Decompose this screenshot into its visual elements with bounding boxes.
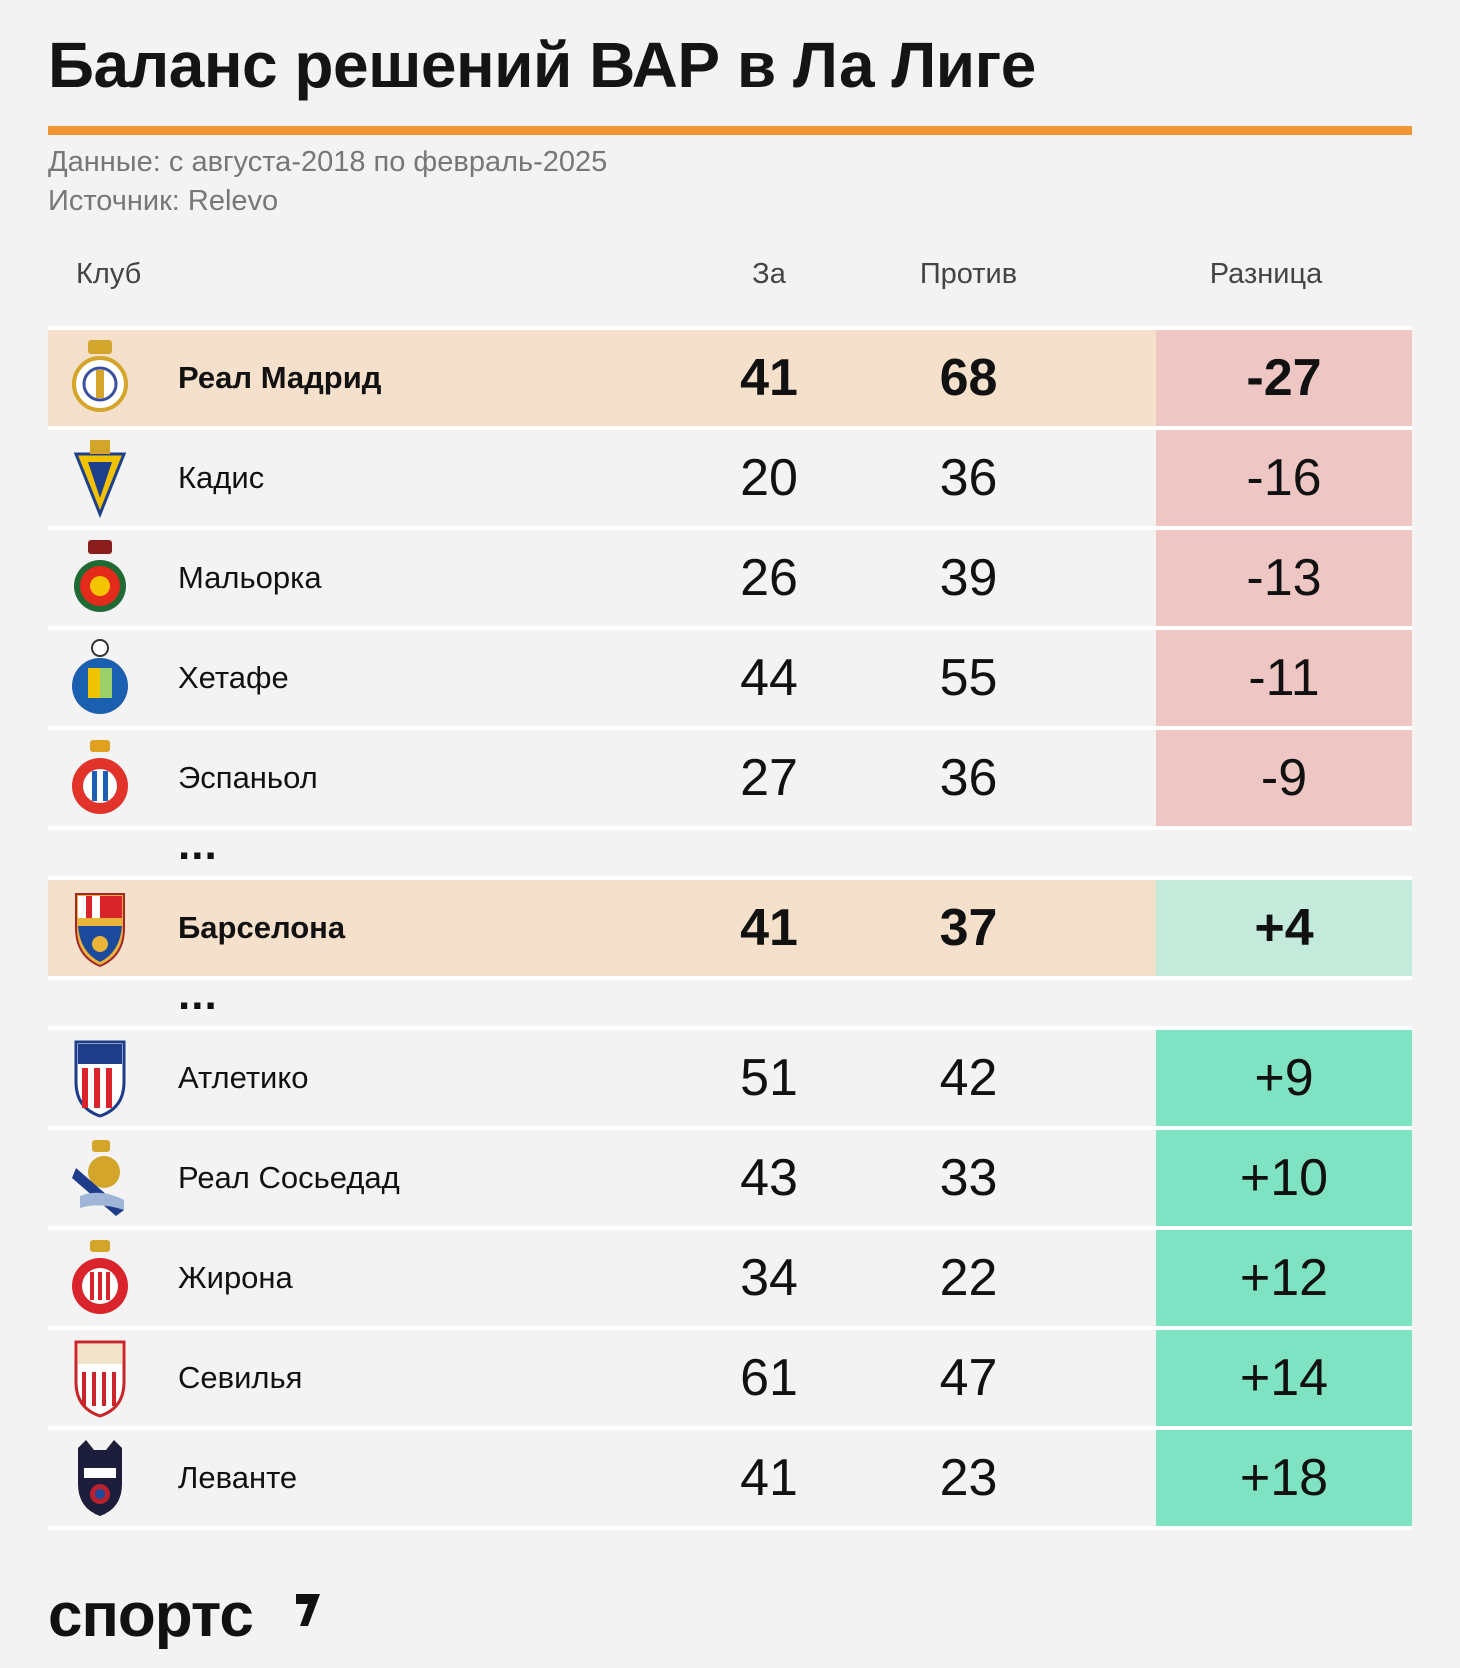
mallorca-crest-icon bbox=[74, 540, 126, 612]
value-against: 39 bbox=[939, 549, 998, 607]
value-difference: -13 bbox=[1156, 530, 1412, 626]
value-for: 43 bbox=[740, 1149, 798, 1207]
levante-crest-icon bbox=[78, 1440, 122, 1516]
column-header-club: Клуб bbox=[76, 258, 142, 290]
value-for: 20 bbox=[740, 449, 798, 507]
atletico-crest-icon bbox=[74, 1040, 126, 1118]
club-name: Атлетико bbox=[178, 1060, 309, 1095]
table-row: Мальорка 26 39 -13 bbox=[48, 530, 1412, 630]
ellipsis-mark: ... bbox=[178, 970, 218, 1019]
column-header-for: За bbox=[752, 258, 786, 290]
value-difference: +9 bbox=[1156, 1030, 1412, 1126]
club-name: Кадис bbox=[178, 460, 265, 495]
sevilla-crest-icon bbox=[74, 1340, 126, 1418]
value-difference: -27 bbox=[1156, 330, 1412, 426]
table-row: Севилья 61 47 +14 bbox=[48, 1330, 1412, 1430]
value-for: 41 bbox=[740, 1449, 798, 1507]
value-against: 36 bbox=[939, 749, 998, 807]
table-row: Кадис 20 36 -16 bbox=[48, 430, 1412, 530]
barcelona-crest-icon bbox=[75, 893, 125, 968]
real-madrid-crest-icon bbox=[72, 340, 128, 412]
ellipsis-mark: ... bbox=[178, 820, 218, 869]
club-name: Мальорка bbox=[178, 560, 322, 595]
club-name: Барселона bbox=[178, 910, 346, 945]
source-note: Источник: Relevo bbox=[48, 185, 279, 217]
value-difference: -11 bbox=[1156, 630, 1412, 726]
value-for: 41 bbox=[740, 899, 798, 957]
club-name: Реал Сосьедад bbox=[178, 1160, 400, 1195]
table-row: Барселона 41 37 +4 bbox=[48, 880, 1412, 980]
real-sociedad-crest-icon bbox=[72, 1140, 124, 1216]
value-for: 34 bbox=[740, 1249, 798, 1307]
value-against: 36 bbox=[939, 449, 998, 507]
value-difference: -16 bbox=[1156, 430, 1412, 526]
value-against: 55 bbox=[939, 649, 998, 707]
value-against: 23 bbox=[939, 1449, 998, 1507]
table-top-divider bbox=[48, 326, 1412, 330]
value-for: 27 bbox=[740, 749, 798, 807]
getafe-crest-icon bbox=[72, 639, 128, 714]
brand-logo: спортс bbox=[48, 1581, 254, 1650]
accent-divider bbox=[48, 126, 1412, 135]
table-row: Реал Мадрид 41 68 -27 bbox=[48, 330, 1412, 430]
table-header: Клуб За Против Разница bbox=[48, 258, 1412, 298]
value-for: 61 bbox=[740, 1349, 798, 1407]
column-header-against: Против bbox=[919, 258, 1018, 290]
table-row: Атлетико 51 42 +9 bbox=[48, 1030, 1412, 1130]
value-for: 51 bbox=[740, 1049, 798, 1107]
value-difference: +18 bbox=[1156, 1430, 1412, 1526]
table-row: Леванте 41 23 +18 bbox=[48, 1430, 1412, 1530]
table-row: Реал Сосьедад 43 33 +10 bbox=[48, 1130, 1412, 1230]
value-difference: +14 bbox=[1156, 1330, 1412, 1426]
club-name: Эспаньол bbox=[178, 760, 318, 795]
club-name: Леванте bbox=[178, 1460, 298, 1495]
value-difference: +12 bbox=[1156, 1230, 1412, 1326]
girona-crest-icon bbox=[72, 1240, 128, 1314]
value-against: 37 bbox=[939, 899, 998, 957]
cadiz-crest-icon bbox=[73, 440, 127, 518]
table-gap-ellipsis: ... bbox=[48, 820, 1412, 880]
table-row: Хетафе 44 55 -11 bbox=[48, 630, 1412, 730]
value-difference: +10 bbox=[1156, 1130, 1412, 1226]
table-row: Эспаньол 27 36 -9 bbox=[48, 730, 1412, 830]
value-for: 44 bbox=[740, 649, 798, 707]
value-difference: -9 bbox=[1156, 730, 1412, 826]
value-difference: +4 bbox=[1156, 880, 1412, 976]
value-against: 22 bbox=[939, 1249, 998, 1307]
column-header-difference: Разница bbox=[1209, 258, 1323, 290]
brand-mark-icon bbox=[296, 1594, 320, 1626]
value-against: 42 bbox=[939, 1049, 998, 1107]
club-name: Севилья bbox=[178, 1360, 303, 1395]
data-period-note: Данные: с августа-2018 по февраль-2025 bbox=[48, 146, 608, 178]
value-against: 68 bbox=[939, 349, 998, 407]
value-against: 33 bbox=[939, 1149, 998, 1207]
value-for: 26 bbox=[740, 549, 798, 607]
value-for: 41 bbox=[740, 349, 798, 407]
club-name: Жирона bbox=[178, 1260, 293, 1295]
club-name: Реал Мадрид bbox=[178, 360, 382, 395]
espanyol-crest-icon bbox=[72, 740, 128, 814]
table-gap-ellipsis: ... bbox=[48, 970, 1412, 1030]
club-name: Хетафе bbox=[178, 660, 289, 695]
page-title: Баланс решений ВАР в Ла Лиге bbox=[48, 29, 1036, 101]
table-row: Жирона 34 22 +12 bbox=[48, 1230, 1412, 1330]
value-against: 47 bbox=[939, 1349, 998, 1407]
